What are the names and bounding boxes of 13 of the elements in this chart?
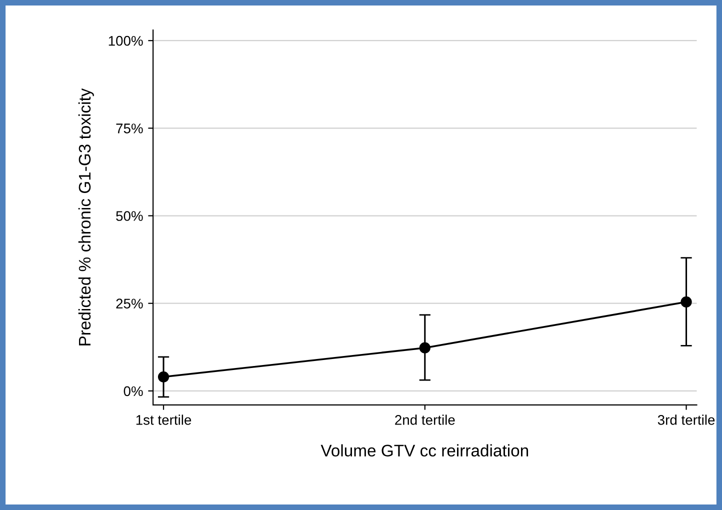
x-axis-title: Volume GTV cc reirradiation: [320, 444, 528, 457]
point: [680, 296, 692, 308]
point: [158, 371, 170, 382]
y-tick-label: 25%: [116, 298, 143, 309]
y-tick-label: 75%: [116, 124, 143, 134]
point: [419, 342, 430, 354]
y-tick-label: 0%: [124, 386, 143, 396]
x-tick-label: 2nd tertile: [395, 414, 455, 425]
y-axis-title: Predicted % chronic G1-G3 toxicity: [78, 88, 94, 346]
y-tick-label: 50%: [116, 211, 143, 221]
x-tick-label: 3rd tertile: [658, 414, 715, 425]
x-tick-label: 1st tertile: [136, 414, 192, 425]
y-tick-label: 100%: [108, 36, 143, 46]
